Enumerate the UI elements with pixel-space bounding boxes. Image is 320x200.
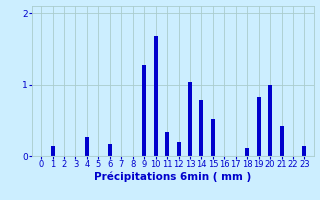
Bar [142, 65, 146, 156]
Bar [108, 144, 112, 156]
Bar [280, 126, 284, 156]
Bar [268, 85, 272, 156]
Bar [177, 142, 180, 156]
Bar [154, 36, 158, 156]
Bar [165, 132, 169, 156]
Bar [188, 82, 192, 156]
Bar [257, 97, 261, 156]
Bar [245, 148, 249, 156]
Bar [211, 119, 215, 156]
Bar [302, 146, 307, 156]
Bar [51, 146, 55, 156]
X-axis label: Précipitations 6min ( mm ): Précipitations 6min ( mm ) [94, 172, 252, 182]
Bar [85, 137, 89, 156]
Bar [199, 100, 204, 156]
